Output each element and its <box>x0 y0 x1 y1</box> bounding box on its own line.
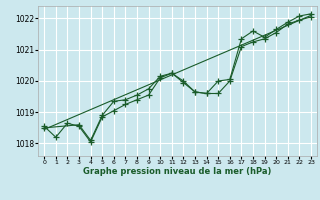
X-axis label: Graphe pression niveau de la mer (hPa): Graphe pression niveau de la mer (hPa) <box>84 167 272 176</box>
